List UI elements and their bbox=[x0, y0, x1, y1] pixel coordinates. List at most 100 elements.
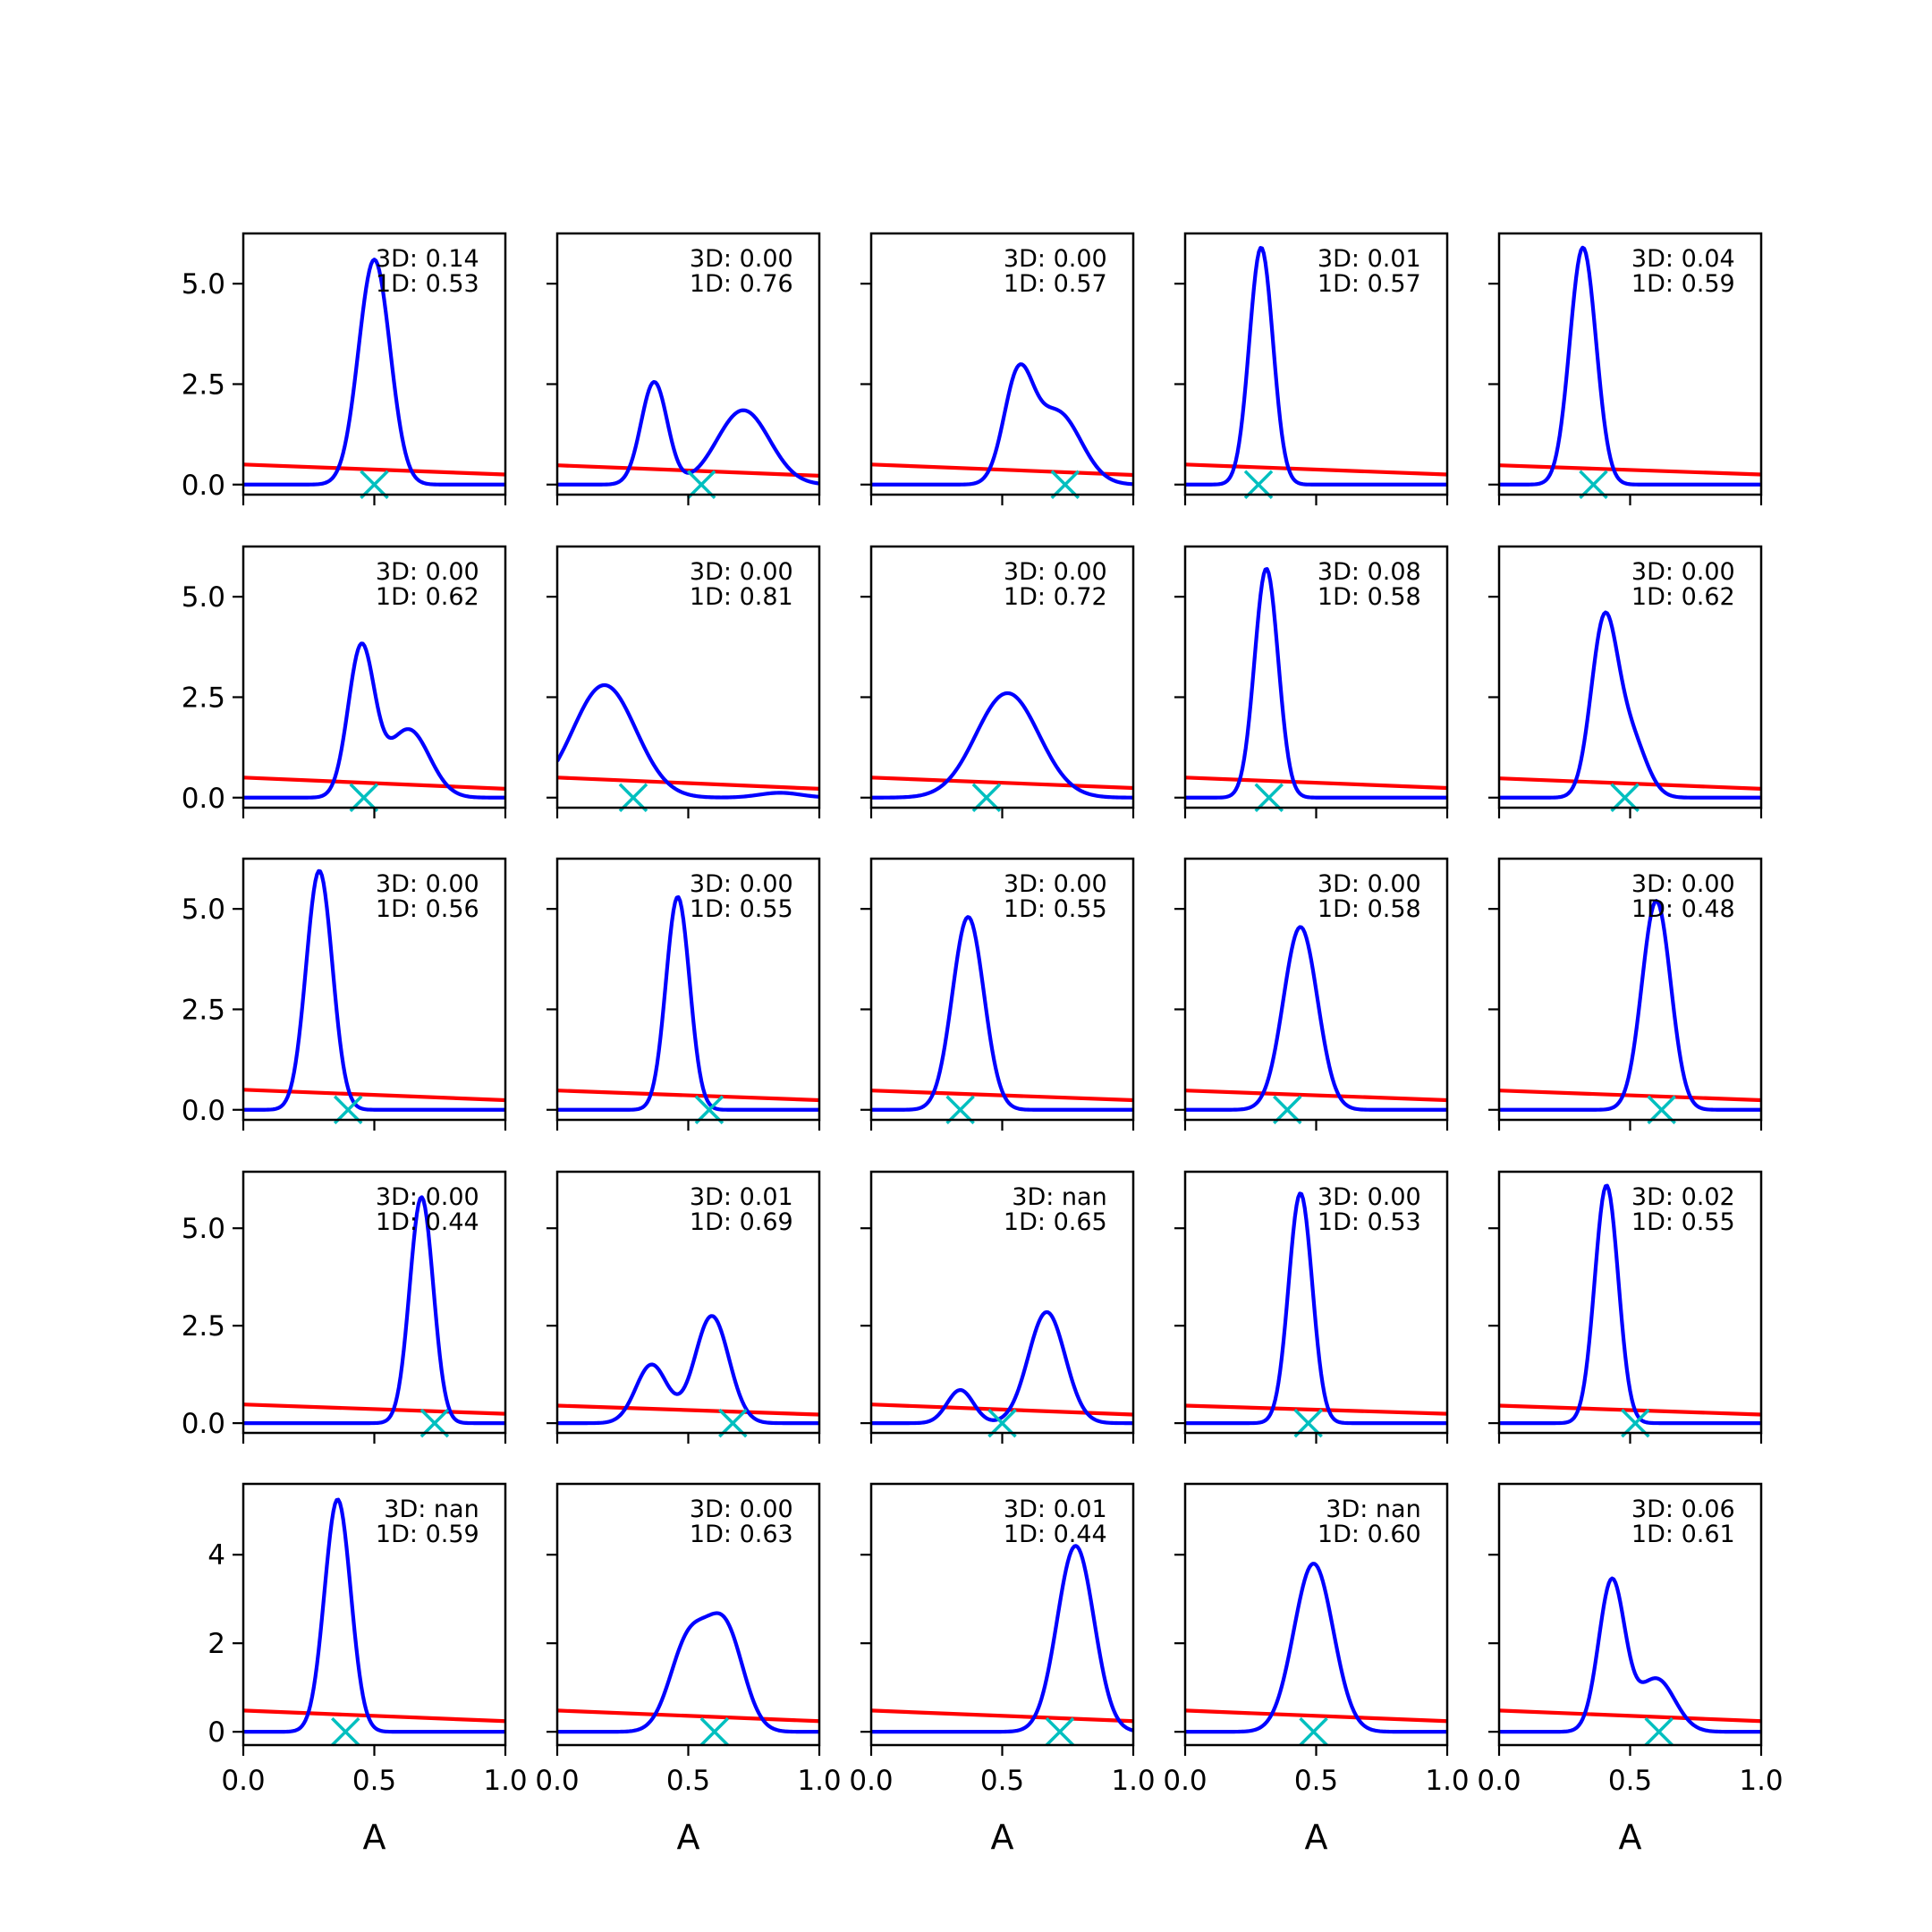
annotation-1d: 1D: 0.76 bbox=[690, 270, 793, 298]
kde-curve bbox=[871, 915, 1133, 1112]
x-axis-label: A bbox=[1619, 1818, 1642, 1857]
true-value-marker bbox=[1045, 1716, 1075, 1747]
annotation-1d: 1D: 0.48 bbox=[1631, 895, 1735, 923]
annotation-1d: 1D: 0.44 bbox=[1004, 1521, 1107, 1548]
x-tick-label: 0.0 bbox=[535, 1765, 579, 1797]
panel-plot-area bbox=[871, 1544, 1133, 1734]
y-tick-label: 2.5 bbox=[182, 369, 225, 401]
y-tick-label: 2.5 bbox=[182, 1310, 225, 1343]
annotation-1d: 1D: 0.55 bbox=[690, 895, 793, 923]
panel-plot-area bbox=[871, 691, 1133, 800]
y-tick-label: 0.0 bbox=[182, 1095, 225, 1127]
x-tick-label: 1.0 bbox=[1739, 1765, 1783, 1797]
panel-plot-area bbox=[557, 894, 819, 1112]
annotation-1d: 1D: 0.53 bbox=[376, 270, 479, 298]
annotation-3d: 3D: 0.00 bbox=[690, 245, 793, 273]
prior-line bbox=[557, 1708, 819, 1724]
prior-line bbox=[871, 775, 1133, 791]
annotation-3d: 3D: 0.00 bbox=[1318, 1183, 1421, 1211]
annotation-3d: 3D: nan bbox=[1012, 1183, 1106, 1211]
x-tick-label: 0.0 bbox=[849, 1765, 893, 1797]
kde-curve bbox=[243, 641, 505, 800]
annotation-1d: 1D: 0.60 bbox=[1318, 1521, 1421, 1548]
prior-line bbox=[1185, 775, 1447, 791]
panel-plot-area bbox=[1185, 925, 1447, 1112]
true-value-marker bbox=[1644, 1716, 1674, 1747]
panel-plot-area bbox=[871, 1309, 1133, 1426]
y-tick-label: 0.0 bbox=[182, 1408, 225, 1440]
prior-line bbox=[1185, 1403, 1447, 1416]
x-tick-label: 0.0 bbox=[1477, 1765, 1521, 1797]
x-tick-label: 1.0 bbox=[1425, 1765, 1469, 1797]
annotation-1d: 1D: 0.59 bbox=[376, 1521, 479, 1548]
annotation-3d: 3D: nan bbox=[1326, 1496, 1420, 1523]
kde-curve bbox=[1499, 899, 1761, 1112]
x-axis-label: A bbox=[363, 1818, 386, 1857]
annotation-1d: 1D: 0.62 bbox=[376, 583, 479, 611]
y-tick-label: 4 bbox=[208, 1539, 225, 1572]
annotation-3d: 3D: 0.00 bbox=[376, 558, 479, 586]
kde-curve bbox=[1499, 1576, 1761, 1734]
kde-curve bbox=[1185, 925, 1447, 1112]
x-tick-label: 0.0 bbox=[221, 1765, 265, 1797]
annotation-1d: 1D: 0.81 bbox=[690, 583, 793, 611]
annotation-1d: 1D: 0.57 bbox=[1004, 270, 1107, 298]
x-tick-label: 0.5 bbox=[980, 1765, 1024, 1797]
annotation-3d: 3D: 0.00 bbox=[690, 1496, 793, 1523]
annotation-1d: 1D: 0.58 bbox=[1318, 583, 1421, 611]
annotation-3d: 3D: 0.00 bbox=[690, 870, 793, 898]
annotation-3d: 3D: 0.14 bbox=[376, 245, 479, 273]
kde-curve bbox=[1185, 246, 1447, 487]
annotation-3d: 3D: 0.00 bbox=[1004, 870, 1107, 898]
panel-plot-area bbox=[871, 915, 1133, 1112]
kde-curve bbox=[871, 362, 1133, 487]
annotation-3d: 3D: 0.08 bbox=[1318, 558, 1421, 586]
y-tick-label: 5.0 bbox=[182, 894, 225, 926]
true-value-marker bbox=[699, 1716, 730, 1747]
x-tick-label: 0.5 bbox=[1294, 1765, 1338, 1797]
panel-plot-area bbox=[243, 1497, 505, 1734]
kde-curve bbox=[557, 682, 819, 800]
annotation-1d: 1D: 0.44 bbox=[376, 1208, 479, 1236]
annotation-1d: 1D: 0.59 bbox=[1631, 270, 1735, 298]
annotation-3d: 3D: 0.00 bbox=[1004, 558, 1107, 586]
annotation-3d: 3D: 0.02 bbox=[1631, 1183, 1735, 1211]
prior-line bbox=[871, 462, 1133, 478]
prior-line bbox=[1499, 1708, 1761, 1724]
annotation-3d: 3D: 0.00 bbox=[376, 870, 479, 898]
prior-line bbox=[243, 462, 505, 477]
y-tick-label: 0.0 bbox=[182, 470, 225, 502]
panel-plot-area bbox=[1185, 567, 1447, 800]
annotation-3d: 3D: 0.00 bbox=[1318, 870, 1421, 898]
annotation-3d: 3D: 0.00 bbox=[1631, 870, 1735, 898]
x-tick-label: 1.0 bbox=[797, 1765, 841, 1797]
kde-curve bbox=[1185, 567, 1447, 800]
kde-curve bbox=[557, 1611, 819, 1734]
annotation-1d: 1D: 0.65 bbox=[1004, 1208, 1107, 1236]
annotation-3d: 3D: 0.01 bbox=[1004, 1496, 1107, 1523]
panel-plot-area bbox=[243, 1195, 505, 1426]
x-tick-label: 0.0 bbox=[1163, 1765, 1207, 1797]
annotation-1d: 1D: 0.72 bbox=[1004, 583, 1107, 611]
panel-plot-area bbox=[557, 1611, 819, 1734]
x-tick-label: 1.0 bbox=[483, 1765, 527, 1797]
kde-curve bbox=[243, 1195, 505, 1426]
panel-plot-area bbox=[1185, 1562, 1447, 1734]
y-tick-label: 2 bbox=[208, 1628, 225, 1660]
kde-curve bbox=[243, 1497, 505, 1734]
x-axis-label: A bbox=[1305, 1818, 1328, 1857]
x-tick-label: 1.0 bbox=[1111, 1765, 1155, 1797]
